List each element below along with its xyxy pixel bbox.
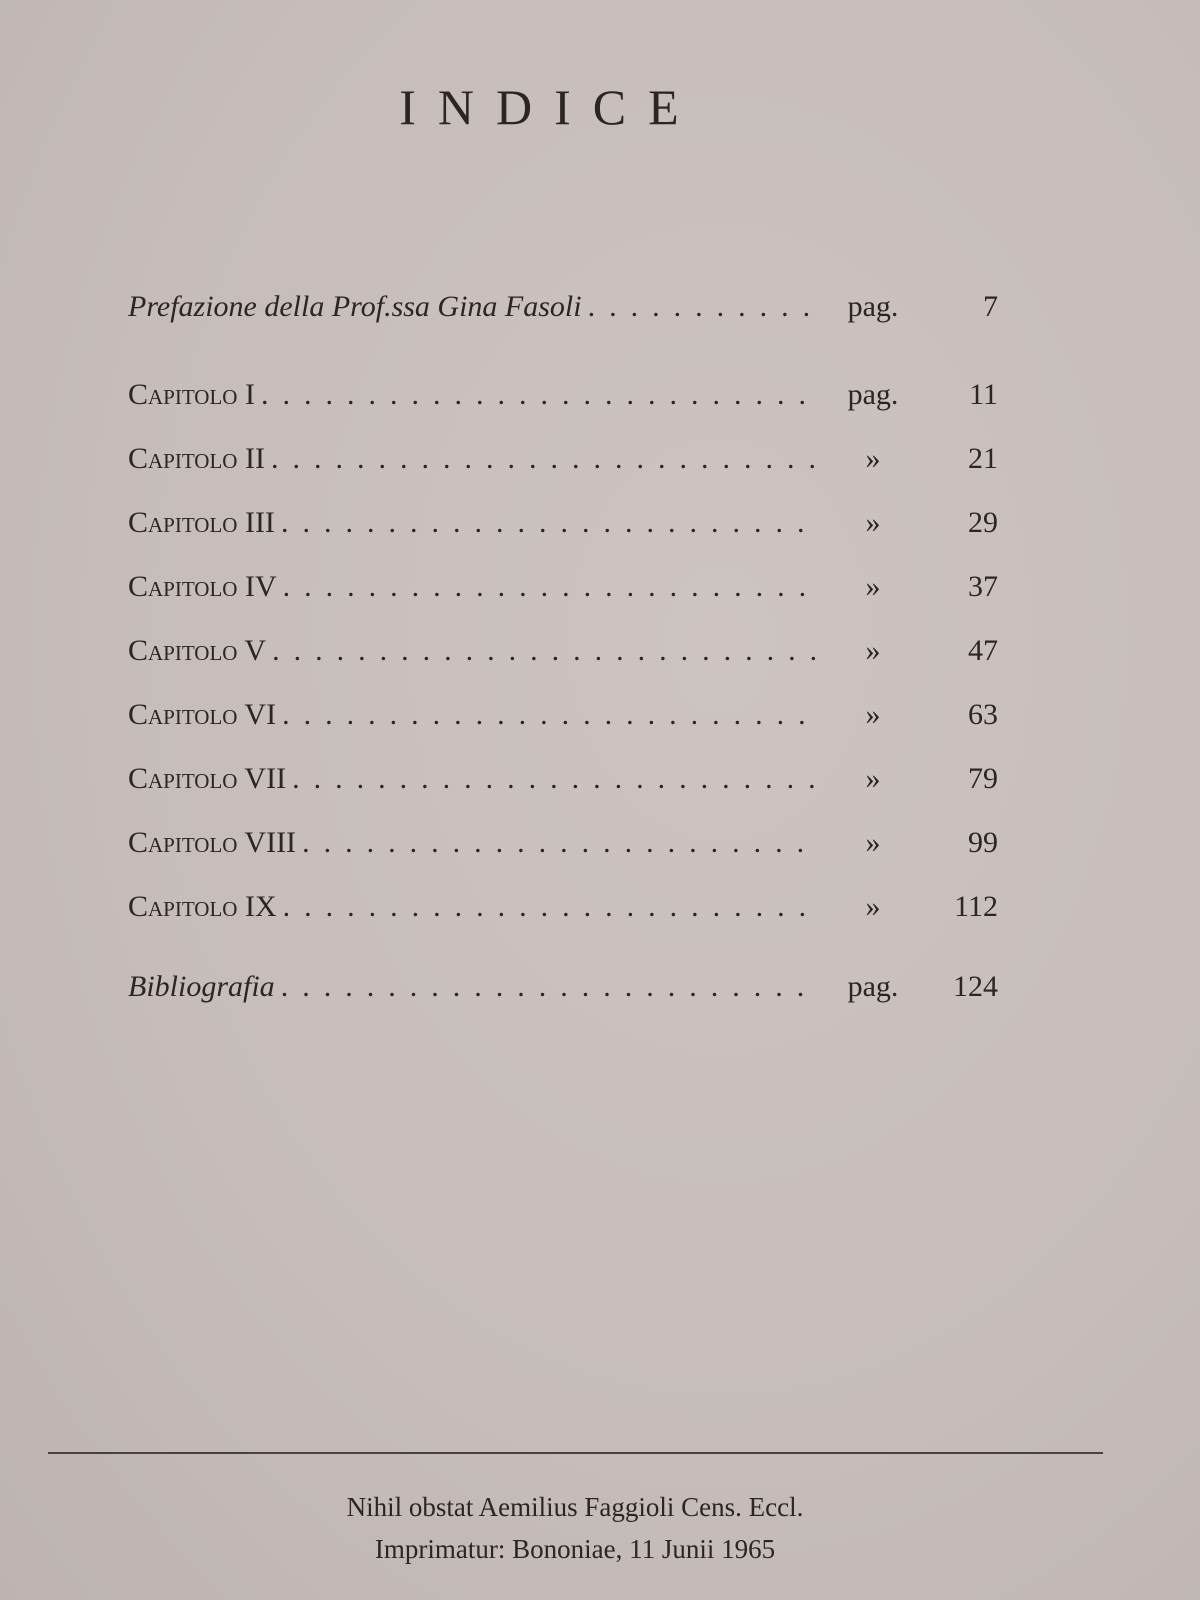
- page-ref: pag.: [847, 970, 899, 1003]
- page-ref: »: [865, 570, 881, 603]
- page-number: 11: [969, 378, 998, 411]
- entry-label: Capitolo IX: [128, 890, 277, 923]
- toc-entry: Capitolo IV.............................…: [128, 560, 998, 604]
- dot-leader: ........................................…: [282, 698, 818, 731]
- page-ref: »: [865, 506, 881, 539]
- entry-label: Capitolo IV: [128, 570, 277, 603]
- entry-label: Capitolo I: [128, 378, 255, 411]
- dot-leader: ........................................…: [292, 762, 818, 795]
- page-ref: »: [865, 890, 881, 923]
- page-ref: »: [865, 634, 881, 667]
- divider: [48, 1452, 1103, 1454]
- entry-label: Capitolo III: [128, 506, 275, 539]
- page-number: 7: [983, 290, 998, 323]
- page-ref: pag.: [847, 378, 899, 411]
- page-ref: pag.: [847, 290, 899, 323]
- entry-label: Capitolo V: [128, 634, 267, 667]
- toc-entry: Capitolo II.............................…: [128, 432, 998, 476]
- page-number: 21: [968, 442, 998, 475]
- toc-entry: Capitolo VI.............................…: [128, 688, 998, 732]
- entry-label: Capitolo VI: [128, 698, 277, 731]
- entry-label: Capitolo VIII: [128, 826, 297, 859]
- page-number: 37: [968, 570, 998, 603]
- toc-entry: Prefazione della Prof.ssa Gina Fasoli...…: [128, 280, 998, 324]
- entry-label: Prefazione della Prof.ssa Gina Fasoli: [128, 290, 582, 323]
- entry-label: Capitolo VII: [128, 762, 287, 795]
- toc-entry: Capitolo V..............................…: [128, 624, 998, 668]
- page-ref: »: [865, 826, 881, 859]
- nihil-obstat-line: Nihil obstat Aemilius Faggioli Cens. Ecc…: [346, 1492, 804, 1522]
- page-number: 47: [968, 634, 998, 667]
- page-number: 124: [953, 970, 998, 1003]
- page-number: 63: [968, 698, 998, 731]
- page-number: 79: [968, 762, 998, 795]
- page-number: 99: [968, 826, 998, 859]
- entry-label: Bibliografia: [128, 970, 275, 1003]
- toc-entry: Capitolo III............................…: [128, 496, 998, 540]
- dot-leader: ........................................…: [272, 634, 818, 667]
- toc-entry: Capitolo VII............................…: [128, 752, 998, 796]
- dot-leader: ........................................…: [282, 890, 818, 923]
- page-number: 112: [954, 890, 998, 923]
- dot-leader: ........................................…: [260, 378, 818, 411]
- page-ref: »: [865, 762, 881, 795]
- page-ref: »: [865, 442, 881, 475]
- page-number: 29: [968, 506, 998, 539]
- dot-leader: ........................................…: [282, 570, 818, 603]
- toc-entry: Capitolo I..............................…: [128, 368, 998, 412]
- dot-leader: ........................................…: [587, 290, 818, 323]
- toc-entry: Capitolo IX.............................…: [128, 880, 998, 924]
- toc-entry: Capitolo VIII...........................…: [128, 816, 998, 860]
- imprimatur-line: Imprimatur: Bononiae, 11 Junii 1965: [374, 1534, 776, 1564]
- page-ref: »: [865, 698, 881, 731]
- dot-leader: ........................................…: [280, 506, 818, 539]
- page-title: INDICE: [399, 79, 701, 135]
- dot-leader: ........................................…: [280, 970, 818, 1003]
- dot-leader: ........................................…: [270, 442, 818, 475]
- toc-entry: Bibliografia............................…: [128, 960, 998, 1004]
- dot-leader: ........................................…: [302, 826, 818, 859]
- entry-label: Capitolo II: [128, 442, 265, 475]
